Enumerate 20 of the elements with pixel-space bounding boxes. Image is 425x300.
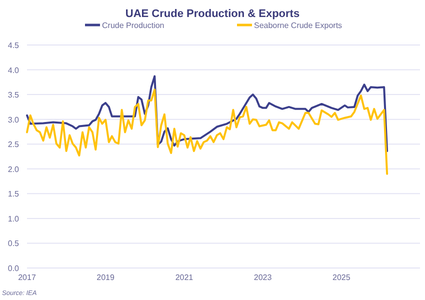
legend-label: Seaborne Crude Exports bbox=[254, 21, 342, 30]
x-tick-label: 2023 bbox=[254, 273, 272, 282]
y-tick-label: 4.0 bbox=[8, 66, 20, 75]
line-series bbox=[26, 88, 388, 175]
x-tick-label: 2019 bbox=[96, 273, 116, 282]
y-tick-label: 2.0 bbox=[8, 164, 20, 174]
y-tick-label: 3.0 bbox=[8, 115, 20, 124]
y-tick-label: 0.0 bbox=[8, 264, 20, 273]
line-series bbox=[26, 75, 388, 152]
x-tick-label: 2021 bbox=[175, 273, 194, 282]
y-tick-label: 2.5 bbox=[8, 140, 20, 150]
y-tick-label: 1.0 bbox=[8, 214, 20, 224]
y-tick-label: 4.5 bbox=[8, 41, 20, 50]
x-tick-label: 2017 bbox=[18, 273, 36, 282]
y-tick-label: 0.5 bbox=[8, 239, 20, 248]
chart-title: UAE Crude Production & Exports bbox=[125, 8, 300, 20]
legend-label: Crude Production bbox=[102, 21, 164, 30]
y-tick-label: 1.5 bbox=[8, 190, 20, 199]
y-tick-label: 3.5 bbox=[8, 90, 20, 100]
x-tick-label: 2025 bbox=[332, 273, 351, 282]
